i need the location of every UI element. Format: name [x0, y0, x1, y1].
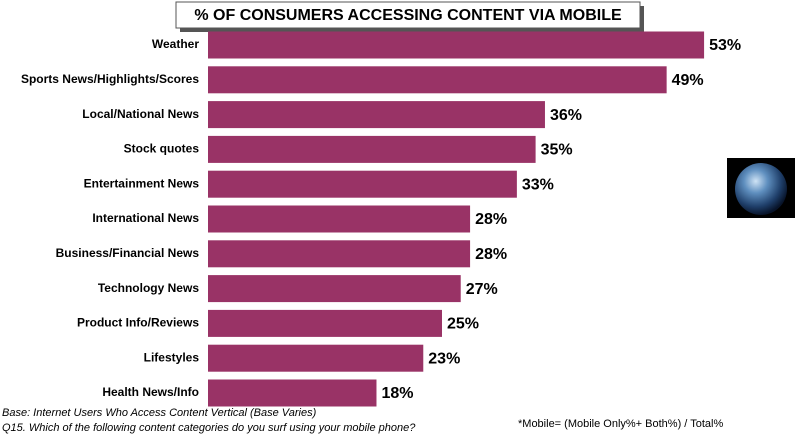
- value-label: 27%: [466, 281, 498, 298]
- value-label: 18%: [381, 385, 413, 402]
- category-label: Sports News/Highlights/Scores: [21, 72, 199, 86]
- bar: [208, 379, 377, 407]
- bar: [208, 101, 545, 129]
- category-label: Lifestyles: [144, 350, 200, 364]
- category-label: Stock quotes: [124, 142, 200, 156]
- bar: [208, 344, 424, 372]
- bar: [208, 275, 461, 303]
- value-label: 25%: [447, 316, 479, 333]
- category-label: Technology News: [98, 281, 199, 295]
- value-label: 53%: [709, 37, 741, 54]
- value-label: 35%: [541, 142, 573, 159]
- bar: [208, 31, 705, 59]
- value-label: 49%: [672, 72, 704, 89]
- category-label: Product Info/Reviews: [77, 316, 199, 330]
- category-label: Health News/Info: [102, 385, 199, 399]
- bar: [208, 66, 667, 94]
- bar: [208, 240, 471, 268]
- definition-note: *Mobile= (Mobile Only%+ Both%) / Total%: [518, 418, 723, 430]
- bar: [208, 170, 517, 198]
- value-label: 23%: [428, 350, 460, 367]
- category-label: International News: [92, 211, 199, 225]
- question-note: Q15. Which of the following content cate…: [2, 422, 416, 434]
- base-note: Base: Internet Users Who Access Content …: [2, 407, 317, 419]
- category-label: Entertainment News: [84, 176, 200, 190]
- bar: [208, 309, 442, 337]
- title-box: [175, 1, 641, 29]
- category-label: Local/National News: [82, 107, 199, 121]
- globe: [735, 163, 787, 215]
- value-label: 28%: [475, 211, 507, 228]
- value-label: 33%: [522, 176, 554, 193]
- bar: [208, 205, 471, 233]
- category-label: Business/Financial News: [56, 246, 200, 260]
- value-label: 36%: [550, 107, 582, 124]
- chart-title: % OF CONSUMERS ACCESSING CONTENT VIA MOB…: [194, 7, 622, 24]
- bar: [208, 135, 536, 163]
- value-label: 28%: [475, 246, 507, 263]
- category-label: Weather: [152, 37, 199, 51]
